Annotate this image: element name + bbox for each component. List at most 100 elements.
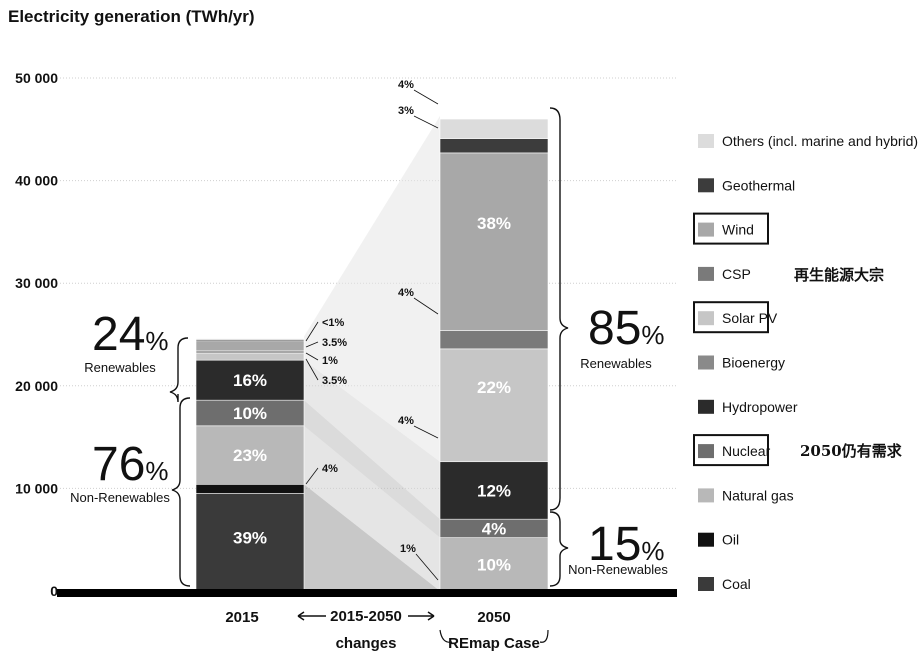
- nonrenew-2015-label: Non-Renewables: [70, 490, 170, 505]
- change-flows: [304, 115, 440, 591]
- callout-2015: 1%: [322, 355, 338, 367]
- callout-2050: 3%: [398, 105, 414, 117]
- y-tick-label: 50 000: [15, 70, 58, 86]
- legend-label: Wind: [722, 222, 754, 238]
- legend: Others (incl. marine and hybrid) Geotherm…: [693, 133, 918, 592]
- chart-title: Electricity generation (TWh/yr): [8, 7, 255, 26]
- segment-label-2050: 10%: [477, 555, 511, 574]
- segment-label-2015: 10%: [233, 404, 267, 423]
- percent-callouts: <1% 3.5% 1% 3.5% 4% 3% 4% 4% 1% 4%: [305, 79, 439, 581]
- legend-label: Bioenergy: [722, 355, 785, 371]
- callout-2050-leader: [413, 297, 439, 315]
- legend-label: Hydropower: [722, 399, 798, 415]
- legend-swatch-wind: [698, 222, 714, 237]
- callout-2050-leader: [413, 89, 439, 105]
- renew-2050-value: 85%: [588, 302, 665, 355]
- legend-label: Others (incl. marine and hybrid): [722, 133, 918, 149]
- x-label-2015: 2015: [225, 609, 258, 626]
- callout-2015: <1%: [322, 317, 345, 329]
- change-callout: 4%: [322, 463, 338, 475]
- nonrenew-2050-label: Non-Renewables: [568, 562, 668, 577]
- change-callout-leader: [305, 467, 319, 485]
- callout-2050: 4%: [398, 415, 414, 427]
- bar-segment-nuclear-2015: [195, 399, 305, 427]
- bars: [195, 118, 549, 592]
- flow-renew-growth: [304, 115, 440, 462]
- x-label-2050: 2050: [477, 609, 510, 626]
- nonrenew-2050-value: 15%: [588, 518, 665, 571]
- legend-swatch-csp: [698, 266, 714, 281]
- legend-label: Coal: [722, 576, 751, 592]
- callout-2015-leader: [305, 321, 319, 342]
- legend-label: Oil: [722, 532, 739, 548]
- nonrenew-2015-value: 76%: [92, 438, 169, 491]
- y-tick-label: 30 000: [15, 275, 58, 291]
- legend-swatch-others-incl-marine-and-hybrid-: [698, 134, 714, 148]
- legend-label: Nuclear: [722, 443, 771, 459]
- x-label-changes-1: 2015-2050: [330, 608, 402, 625]
- renew-2015-value: 24%: [92, 308, 169, 361]
- callout-2050-leader: [413, 425, 439, 439]
- segment-label-2015: 39%: [233, 529, 267, 548]
- legend-label: Natural gas: [722, 487, 794, 503]
- segment-label-2050: 12%: [477, 481, 511, 500]
- legend-highlight-box: [693, 212, 769, 245]
- y-axis: 0 10 000 20 000 30 000 40 000 50 000: [15, 70, 58, 599]
- segment-label-2050: 22%: [477, 378, 511, 397]
- bar-segment-csp-2050: [439, 330, 549, 350]
- flow-hydro: [304, 360, 440, 520]
- segment-label-2050: 38%: [477, 214, 511, 233]
- legend-swatch-bioenergy: [698, 355, 714, 370]
- renew-2050-label: Renewables: [580, 356, 652, 371]
- x-axis-baseline: [57, 589, 677, 597]
- bracket-renew-2015: [169, 337, 189, 403]
- bar-segment-solar-pv-2015: [195, 352, 305, 361]
- segment-label-2050: 4%: [482, 519, 507, 538]
- callout-2050-leader: [415, 553, 439, 581]
- callout-2050-leader: [413, 115, 439, 129]
- legend-swatch-natural-gas: [698, 488, 714, 503]
- bracket-nonrenew-2015: [171, 397, 191, 587]
- callout-2050: 4%: [398, 287, 414, 299]
- bar-segment-wind-2015: [195, 341, 305, 352]
- legend-label: Geothermal: [722, 177, 795, 193]
- legend-swatch-nuclear: [698, 444, 714, 459]
- x-label-changes-2: changes: [336, 635, 397, 652]
- flow-fossil: [304, 484, 440, 591]
- flow-nuclear: [304, 400, 440, 538]
- segment-label-2015: 16%: [233, 371, 267, 390]
- legend-highlight-box: [693, 434, 769, 467]
- bar-segment-natural-gas-2015: [195, 425, 305, 485]
- legend-swatch-hydropower: [698, 399, 714, 414]
- callout-2015: 3.5%: [322, 337, 347, 349]
- legend-label: CSP: [722, 266, 751, 282]
- changes-arrows: [297, 611, 435, 621]
- bar-segment-others-incl-marine-and-hybrid--2050: [439, 118, 549, 139]
- legend-swatch-oil: [698, 532, 714, 547]
- bracket-renew-2050: [549, 107, 569, 511]
- segment-labels: 39% 23% 10% 16% 10% 4% 12% 22% 38%: [233, 214, 511, 574]
- y-tick-label: 20 000: [15, 378, 58, 394]
- callout-2015-leader: [305, 341, 319, 348]
- note-nuclear: 2050仍有需求: [800, 442, 903, 460]
- flow-gas: [304, 425, 440, 591]
- callout-2015: 3.5%: [322, 375, 347, 387]
- bar-segment-others-incl-marine-and-hybrid--2015: [195, 338, 305, 341]
- legend-label: Solar PV: [722, 310, 778, 326]
- y-tick-label: 10 000: [15, 480, 58, 496]
- renew-2015-label: Renewables: [84, 360, 156, 375]
- bar-segment-hydropower-2015: [195, 359, 305, 401]
- note-renewables: 再生能源大宗: [794, 266, 884, 284]
- legend-swatch-geothermal: [698, 178, 714, 193]
- callout-2050: 1%: [400, 543, 416, 555]
- bar-segment-oil-2015: [195, 483, 305, 494]
- bar-segment-geothermal-2050: [439, 138, 549, 154]
- legend-swatch-solar-pv: [698, 311, 714, 326]
- legend-highlight-box: [693, 301, 769, 334]
- y-tick-label: 40 000: [15, 173, 58, 189]
- callout-2015-leader: [305, 352, 319, 361]
- bar-segment-csp-2015: [195, 350, 305, 354]
- y-tick-label: 0: [50, 583, 58, 599]
- x-label-remap: REmap Case: [448, 635, 540, 652]
